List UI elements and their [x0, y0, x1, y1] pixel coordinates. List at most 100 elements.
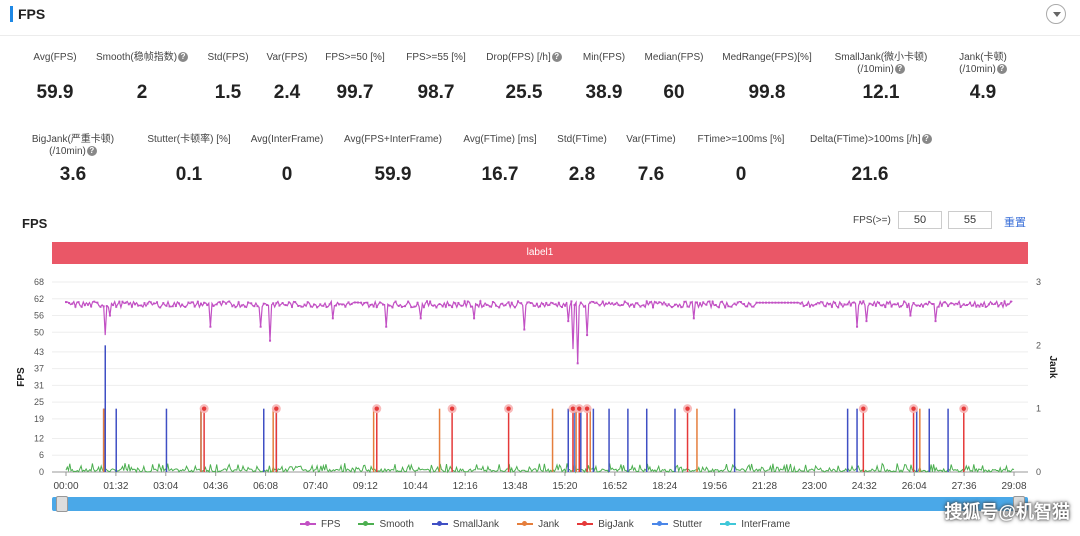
- fps-point: [1009, 300, 1012, 303]
- metric-label-text: Var(FPS): [266, 52, 308, 63]
- metric-0: BigJank(严重卡顿) (/10min)? 3.6: [13, 134, 133, 186]
- fps-point: [695, 301, 698, 304]
- slider-handle-right[interactable]: [1013, 496, 1025, 512]
- fps-point: [425, 300, 428, 303]
- fps-point: [865, 320, 868, 323]
- slider-handle-left[interactable]: [56, 496, 68, 512]
- help-icon[interactable]: ?: [178, 52, 189, 63]
- fps-point: [950, 302, 953, 305]
- legend-item-jank[interactable]: Jank: [517, 517, 559, 531]
- metric-label: Min(FPS): [544, 52, 664, 64]
- metric-value: 7.6: [637, 164, 665, 185]
- help-icon[interactable]: ?: [894, 64, 905, 75]
- fps-point: [369, 303, 372, 306]
- legend-item-smalljank[interactable]: SmallJank: [431, 517, 499, 531]
- fps-point: [642, 304, 645, 307]
- chart-title: FPS: [22, 216, 48, 231]
- metric-label: Avg(FPS+InterFrame): [333, 134, 453, 146]
- fps-point: [790, 301, 793, 304]
- fps-point: [878, 301, 881, 304]
- fps-point: [991, 302, 994, 305]
- metric-label-text: Avg(FPS+InterFrame): [344, 134, 442, 145]
- legend-item-smooth[interactable]: Smooth: [358, 517, 414, 531]
- fps-point: [363, 302, 366, 305]
- metric-value: 21.6: [851, 164, 889, 185]
- fps-point: [937, 305, 940, 308]
- fps-point: [783, 301, 786, 304]
- x-tick-label: 23:00: [802, 481, 827, 492]
- metric-label-unit: (/10min): [49, 146, 86, 157]
- threshold-input-2[interactable]: 55: [948, 211, 992, 229]
- metric-label: Var(FTime): [591, 134, 711, 146]
- help-icon[interactable]: ?: [996, 64, 1007, 75]
- fps-point: [677, 305, 680, 308]
- x-tick-label: 29:08: [1001, 481, 1026, 492]
- fps-point: [90, 305, 93, 308]
- fps-point: [344, 305, 347, 308]
- help-icon[interactable]: ?: [551, 52, 562, 63]
- panel-title: FPS: [18, 6, 46, 22]
- fps-point: [994, 302, 997, 305]
- metric-label-text: Var(FTime): [626, 134, 676, 145]
- fps-point: [400, 305, 403, 308]
- fps-point: [432, 304, 435, 307]
- legend-item-interframe[interactable]: InterFrame: [720, 517, 790, 531]
- fps-point: [181, 303, 184, 306]
- y-tick-label: 12: [34, 433, 44, 443]
- fps-point: [664, 303, 667, 306]
- metric-value: 4.9: [969, 82, 997, 103]
- collapse-button[interactable]: [1046, 4, 1066, 24]
- fps-point: [322, 304, 325, 307]
- fps-point: [670, 306, 673, 309]
- help-icon[interactable]: ?: [86, 146, 97, 157]
- fps-point: [824, 305, 827, 308]
- legend-label: Stutter: [672, 518, 703, 530]
- bigjank-marker: [274, 406, 279, 411]
- fps-point: [80, 305, 83, 308]
- fps-point: [560, 306, 563, 309]
- fps-point: [334, 304, 337, 307]
- fps-point: [595, 301, 598, 304]
- fps-point: [429, 300, 432, 303]
- fps-point: [221, 300, 224, 303]
- legend-item-stutter[interactable]: Stutter: [651, 517, 703, 531]
- fps-point: [256, 305, 259, 308]
- legend-item-fps[interactable]: FPS: [300, 517, 340, 531]
- metric-label: Smooth(稳帧指数)?: [82, 52, 202, 64]
- fps-point: [96, 301, 99, 304]
- help-icon[interactable]: ?: [921, 134, 932, 145]
- fps-point: [187, 301, 190, 304]
- legend-item-bigjank[interactable]: BigJank: [577, 517, 634, 531]
- fps-point: [808, 305, 811, 308]
- fps-point: [601, 300, 604, 303]
- reset-link[interactable]: 重置: [1004, 217, 1026, 229]
- fps-point: [921, 305, 924, 308]
- fps-point: [984, 305, 987, 308]
- fps-point: [473, 317, 476, 320]
- metric-label: Avg(FTime) [ms]: [440, 134, 560, 146]
- fps-point: [752, 305, 755, 308]
- label-band[interactable]: label1: [52, 242, 1028, 264]
- bigjank-marker: [961, 406, 966, 411]
- fps-point: [209, 325, 212, 328]
- fps-point: [771, 301, 774, 304]
- fps-point: [306, 301, 309, 304]
- fps-point: [353, 301, 356, 304]
- fps-point: [539, 305, 541, 308]
- fps-point: [115, 305, 118, 308]
- fps-point: [328, 303, 331, 306]
- fps-point: [733, 302, 736, 305]
- time-range-slider[interactable]: [52, 497, 1028, 511]
- fps-point: [71, 302, 74, 305]
- fps-point: [881, 304, 884, 307]
- fps-point: [711, 300, 714, 303]
- fps-point: [469, 305, 472, 308]
- metric-label: FPS>=50 [%]: [295, 52, 415, 64]
- fps-point: [567, 320, 570, 323]
- threshold-input-1[interactable]: 50: [898, 211, 942, 229]
- x-tick-label: 21:28: [752, 481, 777, 492]
- fps-point: [162, 302, 165, 305]
- fps-point: [557, 301, 560, 304]
- fps-point: [74, 305, 77, 308]
